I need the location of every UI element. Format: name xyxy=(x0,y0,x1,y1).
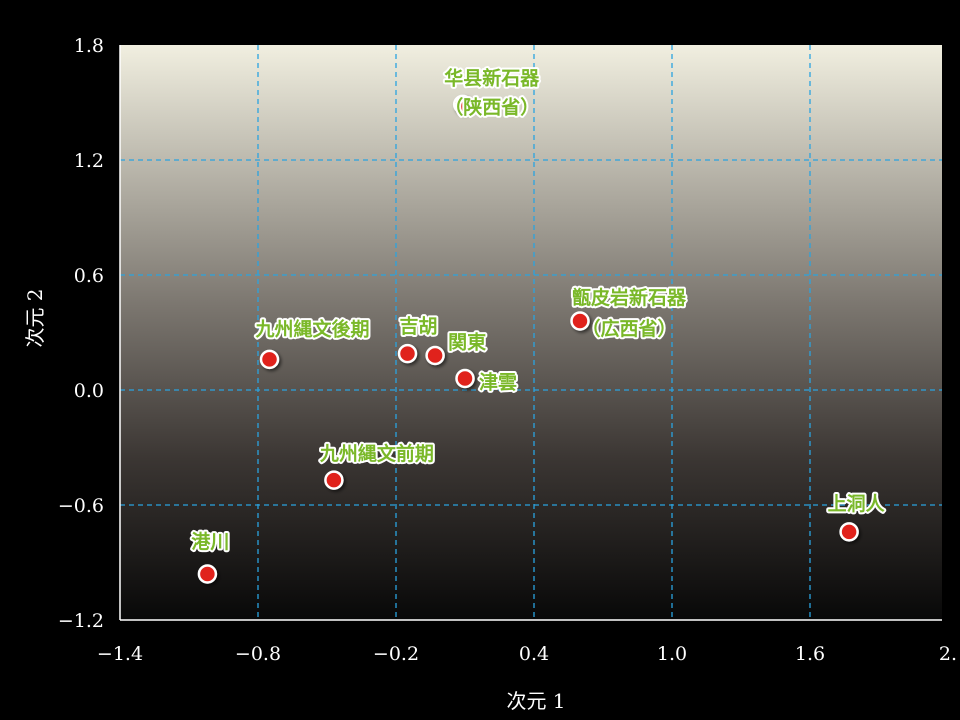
y-tick-label: 0.6 xyxy=(74,265,104,287)
point-label: （陕西省） xyxy=(444,95,539,118)
point-label: 上洞人 xyxy=(828,493,886,515)
point-label: 関東 xyxy=(448,331,486,354)
x-axis-title: 次元 1 xyxy=(506,689,565,713)
data-point xyxy=(259,349,280,370)
data-point xyxy=(839,522,859,542)
data-point xyxy=(425,345,445,366)
y-tick-label: 0.0 xyxy=(74,380,104,402)
x-tick-label: −0.8 xyxy=(235,643,281,665)
point-label: 港川 xyxy=(191,531,229,553)
point-label: 华县新石器 xyxy=(444,66,540,89)
y-tick-label: −1.2 xyxy=(58,610,104,632)
x-tick-label: 1.0 xyxy=(657,643,687,665)
point-label: （広西省） xyxy=(581,317,676,340)
axes xyxy=(119,45,942,621)
plot-background xyxy=(120,45,942,620)
x-tick-label: −1.4 xyxy=(97,643,143,665)
x-tick-label: 0.4 xyxy=(519,643,549,665)
point-label: 九州縄文後期 xyxy=(254,317,369,340)
x-tick-label: 1.6 xyxy=(795,643,825,665)
data-point xyxy=(397,343,418,364)
y-tick-label: 1.8 xyxy=(74,35,104,57)
point-label: 甑皮岩新石器 xyxy=(572,286,687,309)
point-label: 津雲 xyxy=(479,371,517,394)
data-point xyxy=(570,311,590,331)
y-tick-label: −0.6 xyxy=(58,495,104,517)
data-point xyxy=(455,368,475,389)
point-label: 吉胡 xyxy=(399,315,437,338)
y-axis-title: 次元 2 xyxy=(23,288,47,347)
data-point xyxy=(452,94,473,115)
gridlines xyxy=(120,45,942,620)
data-point xyxy=(197,564,218,584)
point-labels: 华县新石器 （陕西省） 甑皮岩新石器 （広西省） 九州縄文後期 吉胡関東津雲九州縄文前期上… xyxy=(189,64,887,555)
tick-labels: −1.4 −0.8 −0.2 0.4 1.0 1.6 2. −1.2 −0.6 0.0 0.6 1.2… xyxy=(58,35,957,665)
data-points xyxy=(197,94,859,584)
x-tick-label: −0.2 xyxy=(373,643,419,665)
x-tick-label: 2. xyxy=(939,643,957,665)
data-point xyxy=(324,470,344,490)
point-label: 九州縄文前期 xyxy=(319,442,434,465)
y-tick-label: 1.2 xyxy=(74,150,104,172)
